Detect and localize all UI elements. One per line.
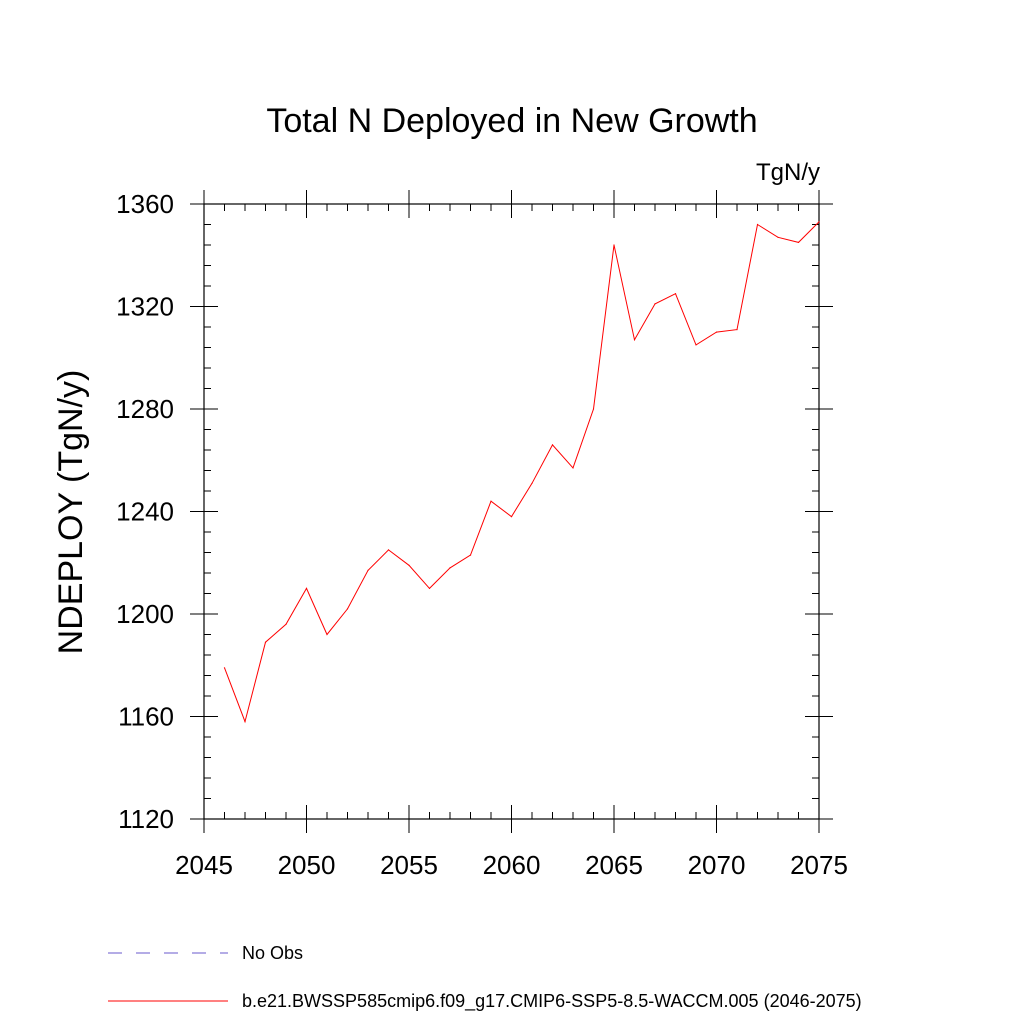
- x-tick-labels: 2045 2050 2055 2060 2065 2070 2075: [175, 850, 848, 880]
- series-point: [244, 721, 246, 723]
- series-point: [469, 554, 472, 556]
- y-axis-label: NDEPLOY (TgN/y): [52, 370, 90, 655]
- series-point: [756, 223, 759, 226]
- y-tick-label: 1160: [118, 702, 174, 732]
- series-point: [695, 344, 697, 346]
- series-point: [387, 549, 390, 551]
- x-tick-label: 2045: [175, 850, 233, 880]
- x-tick-label: 2075: [790, 850, 848, 880]
- series-point: [326, 633, 328, 636]
- y-tick-label: 1280: [116, 394, 174, 424]
- series-point: [367, 569, 369, 572]
- series-point: [777, 236, 779, 238]
- y-tick-labels: 1120 1160 1200 1240 1280 1320 1360: [116, 189, 174, 834]
- series-point: [572, 467, 574, 469]
- series-point: [305, 587, 308, 590]
- chart-title: Total N Deployed in New Growth: [266, 102, 757, 140]
- series-point: [736, 329, 738, 331]
- x-tick-label: 2055: [380, 850, 438, 880]
- series-point: [346, 608, 349, 610]
- series-point: [674, 293, 677, 295]
- series-point: [551, 444, 554, 446]
- series-point: [654, 303, 656, 305]
- series-point: [797, 241, 800, 243]
- x-tick-label: 2065: [585, 850, 643, 880]
- series-point: [613, 244, 615, 246]
- series-point: [715, 331, 718, 333]
- x-tick-label: 2050: [278, 850, 336, 880]
- legend-label-model: b.e21.BWSSP585cmip6.f09_g17.CMIP6-SSP5-8…: [242, 991, 862, 1012]
- series-line: [224, 221, 820, 724]
- y-tick-label: 1360: [116, 189, 174, 219]
- series-point: [490, 500, 492, 502]
- series-point: [510, 516, 513, 518]
- x-tick-label: 2060: [483, 850, 541, 880]
- series-point: [264, 641, 267, 643]
- series-point: [633, 339, 636, 341]
- plot-frame: [203, 203, 820, 820]
- units-label: TgN/y: [756, 159, 820, 186]
- y-tick-label: 1120: [118, 804, 174, 834]
- series-point: [449, 567, 451, 569]
- series-point: [428, 587, 431, 590]
- legend-label-no-obs: No Obs: [242, 943, 303, 963]
- series-point: [531, 482, 533, 484]
- y-tick-label: 1320: [116, 292, 174, 322]
- series-point: [592, 408, 595, 410]
- series-point: [285, 623, 287, 625]
- x-tick-label: 2070: [688, 850, 746, 880]
- series-point: [818, 221, 820, 223]
- y-tick-label: 1240: [116, 497, 174, 527]
- series-layer: [223, 221, 820, 724]
- series-point: [408, 564, 410, 566]
- y-tick-label: 1200: [116, 599, 174, 629]
- series-point: [223, 667, 226, 669]
- legend: No Obs b.e21.BWSSP585cmip6.f09_g17.CMIP6…: [108, 943, 862, 1012]
- axis-ticks: [190, 190, 833, 833]
